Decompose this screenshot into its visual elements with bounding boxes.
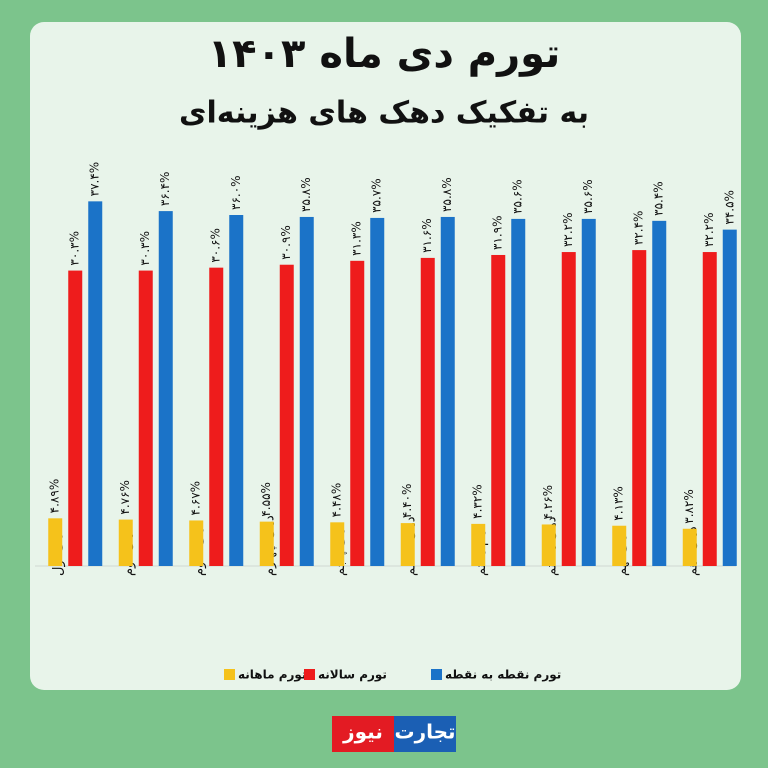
value-label: ۳.۸۲% — [682, 489, 696, 524]
bar — [330, 522, 345, 566]
logo-blue — [394, 716, 456, 752]
bar — [702, 252, 717, 567]
legend-label: تورم نقطه به نقطه — [445, 668, 561, 683]
bar — [209, 267, 224, 566]
value-label: ۴.۴۰% — [400, 484, 414, 519]
value-label: ۳۲.۲% — [702, 212, 716, 247]
logo: نیوز تجارت — [332, 716, 456, 752]
bar — [88, 201, 103, 566]
bar — [68, 270, 83, 566]
bar — [511, 218, 526, 566]
legend-swatch — [224, 669, 235, 680]
bar — [259, 521, 274, 566]
value-label: ۳۵.۶% — [581, 179, 595, 214]
bar — [350, 260, 365, 566]
bar — [279, 264, 294, 566]
bar — [229, 215, 244, 566]
value-label: ۴.۳۲% — [471, 484, 485, 519]
bar — [189, 520, 204, 566]
value-label: ۳۲.۴% — [632, 211, 646, 246]
value-label: ۳۵.۸% — [299, 177, 313, 212]
value-label: ۴.۷۶% — [118, 480, 132, 515]
value-label: ۳۵.۶% — [511, 179, 525, 214]
value-label: ۴.۶۷% — [189, 481, 203, 516]
value-label: ۳۰.۳% — [138, 231, 152, 266]
bar — [581, 218, 596, 566]
logo-part1: تجارت — [394, 720, 455, 744]
bar — [612, 525, 627, 566]
value-label: ۳۱.۶% — [420, 218, 434, 253]
legend-label: تورم سالانه — [318, 668, 387, 683]
value-label: ۳۰.۶% — [209, 228, 223, 263]
bar — [652, 220, 667, 566]
bar — [541, 524, 556, 566]
value-label: ۳۵.۴% — [652, 181, 666, 216]
value-label: ۳۴.۵% — [722, 190, 736, 225]
value-label: ۳۱.۹% — [491, 215, 505, 250]
value-label: ۳۰.۳% — [68, 231, 82, 266]
value-label: ۳۷.۴% — [88, 162, 102, 197]
logo-part2: نیوز — [342, 720, 383, 744]
bar — [561, 252, 576, 567]
chart-subtitle: به تفکیک دهک های هزینه‌ای — [179, 96, 589, 131]
chart-title: تورم دی ماه ۱۴۰۳ — [208, 31, 560, 77]
value-label: ۴.۵۵% — [259, 482, 273, 517]
bar — [491, 254, 506, 566]
bar — [400, 523, 415, 566]
value-label: ۴.۴۸% — [330, 483, 344, 518]
value-label: ۳۶.۰% — [229, 175, 243, 210]
value-label: ۴.۸۹% — [48, 479, 62, 514]
value-label: ۴.۱۳% — [612, 486, 626, 521]
bar — [722, 229, 737, 566]
value-label: ۴.۲۶% — [541, 485, 555, 520]
legend-swatch — [304, 669, 315, 680]
value-label: ۳۲.۲% — [561, 212, 575, 247]
value-label: ۳۰.۹% — [279, 225, 293, 260]
value-label: ۳۶.۴% — [158, 172, 172, 207]
bar — [632, 250, 647, 566]
bar — [158, 211, 173, 566]
bar — [440, 216, 455, 566]
value-label: ۳۱.۳% — [350, 221, 364, 256]
bar — [118, 519, 133, 566]
value-label: ۳۵.۷% — [370, 178, 384, 213]
bar — [471, 523, 486, 566]
legend-label: تورم ماهانه — [238, 668, 306, 683]
bar — [370, 217, 385, 567]
bar — [420, 257, 435, 566]
logo-red — [332, 716, 394, 752]
bar — [138, 270, 153, 566]
legend-swatch — [431, 669, 442, 680]
value-label: ۳۵.۸% — [440, 177, 454, 212]
bar — [299, 216, 314, 566]
bar — [682, 528, 697, 566]
bar — [48, 518, 63, 566]
